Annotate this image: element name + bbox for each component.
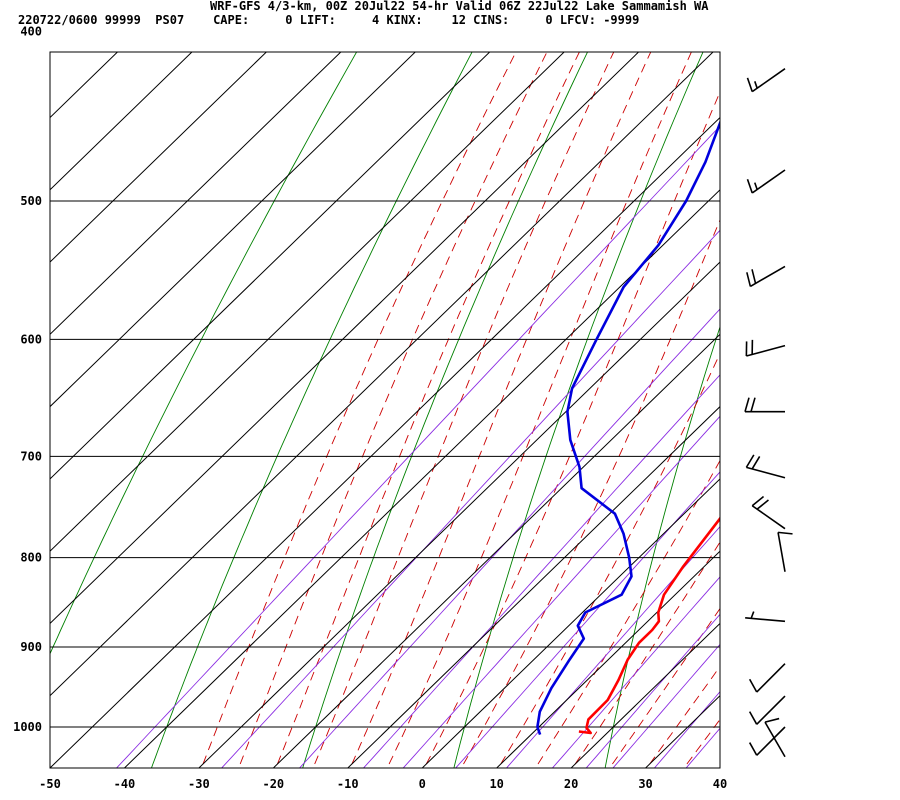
temperature-tick-label: -30 [188, 777, 210, 791]
wind-barb [746, 265, 786, 288]
isotherm-line [50, 52, 193, 191]
isotherm-line [50, 52, 640, 625]
temperature-tick-label: 0 [419, 777, 426, 791]
pressure-tick-label: 400 [20, 25, 42, 39]
temperature-tick-label: 40 [713, 777, 727, 791]
isotherm-line [198, 261, 720, 768]
dry-adiabat-line [150, 52, 473, 768]
mixing-ratio-line [551, 576, 720, 768]
isotherm-line [50, 116, 720, 768]
wind-barb [745, 339, 786, 357]
dry-adiabat-line [302, 52, 589, 768]
isotherm-line [421, 478, 720, 768]
temperature-profile-line [578, 516, 720, 735]
temperature-tick-label: 10 [489, 777, 503, 791]
isotherm-line [50, 52, 268, 263]
temperature-tick-labels: -50 -40 -30 -20 -10 0 10 20 30 40 [39, 777, 727, 791]
mixing-ratio-line [455, 471, 720, 768]
isotherm-line [272, 333, 720, 768]
temperature-tick-label: -50 [39, 777, 61, 791]
pressure-tick-labels: 400 500 600 700 800 900 1000 [13, 25, 42, 734]
moist-adiabat-line [724, 0, 900, 764]
moist-adiabat-line [388, 52, 692, 765]
isotherm-line [495, 550, 720, 768]
isotherm-line [50, 52, 491, 480]
isotherm-line [50, 52, 565, 552]
mixing-ratio-line [362, 374, 720, 768]
wind-barb [748, 663, 786, 693]
mixing-ratio-line [402, 415, 720, 768]
moist-adiabat-line [463, 218, 720, 765]
moist-adiabat-line [351, 52, 652, 765]
isotherm-line [50, 52, 342, 336]
isotherm-line [644, 695, 720, 768]
pressure-tick-label: 800 [20, 551, 42, 565]
pressure-tick-label: 600 [20, 332, 42, 346]
mixing-ratio-line [685, 727, 720, 768]
temperature-tick-label: -20 [262, 777, 284, 791]
moist-adiabat-line [686, 718, 720, 765]
plot-frame [49, 51, 721, 769]
isotherm-line [0, 0, 72, 771]
wind-barb [746, 169, 786, 194]
moist-adiabat-line [314, 52, 615, 765]
wind-barb [748, 695, 786, 725]
pressure-tick-label: 1000 [13, 720, 42, 734]
isotherm-line [50, 52, 416, 408]
moist-adiabat-line [612, 607, 720, 765]
isotherm-line [123, 189, 720, 768]
reference-lines [50, 0, 900, 771]
wind-barb [744, 397, 785, 413]
wind-barb [746, 68, 786, 93]
chart-stats-line: 220722/0600 99999 PS07 CAPE: 0 LIFT: 4 K… [18, 13, 640, 27]
pressure-tick-label: 700 [20, 449, 42, 463]
grid-lines [0, 0, 720, 771]
wind-barb [745, 454, 786, 479]
moist-adiabat-line [276, 52, 580, 765]
moist-adiabat-line [202, 52, 517, 765]
wind-barb [764, 717, 786, 758]
moist-adiabat-line [425, 90, 720, 765]
dry-adiabat-line [453, 52, 704, 768]
mixing-ratio-line [505, 526, 720, 768]
pressure-tick-label: 500 [20, 194, 42, 208]
temperature-tick-label: -40 [114, 777, 136, 791]
mixing-ratio-line [585, 613, 720, 768]
temperature-tick-label: 20 [564, 777, 578, 791]
wind-barb [777, 531, 793, 572]
mixing-ratio-line [653, 690, 720, 768]
dry-adiabat-line [50, 52, 358, 655]
isotherm-line [570, 622, 720, 768]
wind-barbs [744, 68, 793, 758]
moist-adiabat-line [239, 52, 548, 765]
dry-adiabat-line [604, 325, 720, 768]
chart-title: WRF-GFS 4/3-km, 00Z 20Jul22 54-hr Valid … [210, 0, 709, 13]
mixing-ratio-line [298, 308, 720, 768]
isotherm-line [719, 767, 720, 768]
temperature-tick-label: -10 [337, 777, 359, 791]
isotherm-line [50, 52, 714, 697]
wind-barb [745, 611, 786, 623]
dewpoint-profile-line [536, 119, 720, 736]
wind-barb [748, 726, 786, 756]
mixing-ratio-line [115, 125, 720, 768]
isotherm-line [0, 0, 146, 771]
temperature-tick-label: 30 [638, 777, 652, 791]
mixing-ratio-line [221, 229, 720, 768]
mixing-ratio-line [612, 643, 720, 768]
moist-adiabat-line [500, 352, 720, 765]
isotherm-line [347, 405, 720, 768]
sounding-profiles [536, 119, 720, 736]
dry-adiabat-line [756, 0, 900, 771]
moist-adiabat-line [574, 541, 720, 765]
wind-barb [751, 495, 786, 530]
moist-adiabat-line [649, 665, 720, 765]
mixing-ratio-line [720, 0, 900, 771]
moist-adiabat-line [537, 459, 720, 765]
isotherm-line [50, 52, 119, 119]
pressure-tick-label: 900 [20, 640, 42, 654]
